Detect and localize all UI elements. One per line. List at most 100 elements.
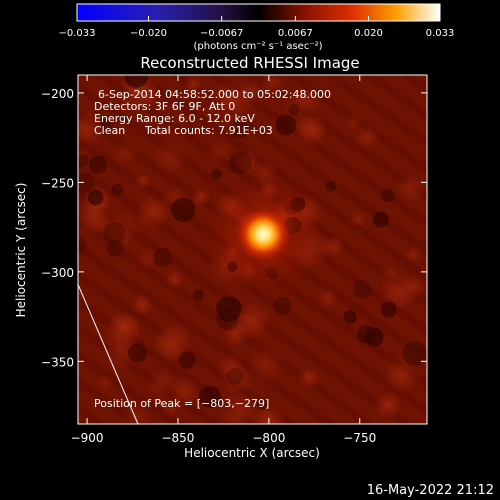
y-axis-label: Heliocentric Y (arcsec) — [14, 183, 28, 318]
y-tick-label: −350 — [41, 355, 74, 369]
dark-speckle — [211, 169, 222, 180]
colorbar-ticks: −0.033 −0.020 −0.0067 0.0067 0.020 0.033 — [58, 16, 454, 39]
solar-limb-line — [78, 284, 139, 424]
dark-speckle — [198, 385, 221, 408]
annotation-counts: Total counts: 7.91E+03 — [144, 124, 273, 137]
noise-blob — [232, 301, 271, 340]
noise-blob — [217, 392, 259, 424]
noise-blob — [123, 404, 152, 424]
dark-speckle — [78, 173, 95, 194]
colorbar-tick-label: −0.0067 — [200, 28, 243, 39]
dark-speckle — [256, 398, 269, 410]
noise-blob — [164, 269, 185, 290]
footer-date: 16-May-2022 21:12 — [366, 483, 494, 498]
dark-speckle — [170, 197, 196, 223]
dark-speckle — [343, 310, 357, 324]
noise-blob — [205, 139, 233, 167]
noise-blob — [322, 235, 345, 258]
dark-speckle — [372, 211, 389, 228]
dark-speckle — [402, 341, 427, 367]
noise-blob — [152, 322, 193, 363]
noise-blob — [108, 311, 142, 344]
noise-blob — [251, 403, 286, 424]
noise-blob — [374, 392, 401, 420]
annotation-peak-position: Position of Peak = [−803,−279] — [94, 397, 269, 410]
y-tick-label: −250 — [41, 176, 74, 190]
plot-frame — [77, 74, 428, 425]
noise-blob — [151, 139, 189, 177]
noise-blob — [259, 75, 285, 96]
dark-speckle — [228, 151, 252, 174]
colorbar-tick-label: 0.033 — [426, 28, 455, 39]
noise-blob — [210, 79, 254, 123]
dark-speckle — [325, 181, 337, 192]
noise-blob — [354, 124, 381, 151]
noise-blob — [316, 286, 340, 310]
dark-speckle — [107, 239, 124, 257]
dark-speckle — [88, 155, 107, 174]
noise-blob — [184, 75, 203, 94]
dark-speckle — [288, 103, 300, 116]
dark-speckle — [111, 183, 124, 196]
image-panel — [78, 75, 427, 424]
dark-speckle — [352, 280, 372, 299]
colorbar-tick-label: 0.0067 — [278, 28, 313, 39]
x-tick-label: −850 — [161, 431, 194, 445]
noise-blob — [221, 363, 254, 396]
x-axis-ticks: −900 −850 −800 −750 — [71, 75, 376, 445]
dark-speckle — [124, 75, 149, 88]
noise-blob — [397, 174, 426, 203]
noise-blob — [130, 293, 154, 316]
noise-blob — [135, 194, 171, 230]
colorbar — [76, 3, 441, 22]
noise-blob — [111, 138, 140, 168]
annotation-detectors: Detectors: 3F 6F 9F, Att 0 — [94, 100, 235, 113]
noise-blob — [404, 246, 422, 264]
colorbar-tick-label: 0.020 — [354, 28, 383, 39]
dark-speckle — [380, 301, 397, 318]
noise-blob — [383, 356, 420, 394]
noise-blob — [168, 375, 201, 409]
noise-blob — [135, 246, 161, 272]
colorbar-unit-label: (photons cm⁻² s⁻¹ asec⁻²) — [193, 41, 322, 52]
dark-speckle — [78, 154, 89, 167]
noise-blob — [245, 345, 286, 385]
dark-speckle — [216, 296, 242, 322]
colorbar-tick-label: −0.033 — [58, 28, 95, 39]
dark-speckle — [275, 114, 297, 136]
dark-speckle — [100, 119, 113, 132]
noise-blob — [191, 188, 210, 207]
y-tick-label: −300 — [41, 266, 74, 280]
y-axis-ticks: −200 −250 −300 −350 — [41, 87, 427, 369]
annotation-energy: Energy Range: 6.0 - 12.0 keV — [94, 112, 255, 125]
dark-speckle — [153, 247, 173, 267]
noise-blob — [78, 111, 105, 147]
x-tick-label: −800 — [252, 431, 285, 445]
noise-blob — [400, 274, 427, 301]
dark-speckle — [192, 289, 205, 301]
noise-blob — [297, 367, 320, 390]
annotation-method: Clean — [94, 124, 125, 137]
dark-speckle — [88, 190, 104, 206]
dark-speckle — [102, 222, 126, 245]
noise-blob — [282, 91, 310, 119]
colorbar-tick-label: −0.020 — [130, 28, 167, 39]
noise-blob — [95, 373, 115, 392]
dark-speckle — [78, 236, 87, 254]
y-tick-label: −200 — [41, 87, 74, 101]
annotation-time: 6-Sep-2014 04:58:52.000 to 05:02:48.000 — [98, 88, 331, 101]
noise-blob — [290, 111, 326, 147]
dark-speckle — [226, 367, 244, 386]
dark-speckle — [127, 343, 147, 363]
dark-speckle — [216, 308, 239, 331]
x-tick-label: −750 — [343, 431, 376, 445]
dark-speckle — [230, 120, 249, 139]
dark-speckle — [381, 188, 396, 203]
noise-blob — [134, 172, 152, 190]
x-axis-label: Heliocentric X (arcsec) — [184, 446, 320, 460]
noise-blob — [348, 209, 368, 229]
dark-speckle — [178, 351, 196, 369]
dark-speckle — [273, 296, 292, 315]
peak-source — [237, 208, 290, 261]
dark-speckle — [364, 327, 384, 347]
